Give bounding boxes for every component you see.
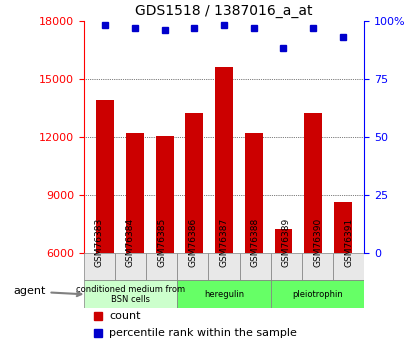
Text: conditioned medium from
BSN cells: conditioned medium from BSN cells [76, 285, 184, 304]
Bar [96, 100, 114, 253]
Text: percentile rank within the sample: percentile rank within the sample [109, 328, 296, 338]
Bar [333, 203, 351, 253]
Title: GDS1518 / 1387016_a_at: GDS1518 / 1387016_a_at [135, 4, 312, 18]
FancyBboxPatch shape [83, 253, 115, 280]
FancyBboxPatch shape [83, 280, 177, 308]
Text: GSM76391: GSM76391 [344, 217, 353, 267]
Bar [185, 114, 203, 253]
FancyBboxPatch shape [177, 253, 208, 280]
Bar [126, 133, 144, 253]
Text: GSM76389: GSM76389 [281, 217, 290, 267]
Text: count: count [109, 312, 140, 322]
FancyBboxPatch shape [177, 280, 270, 308]
Text: GSM76390: GSM76390 [312, 217, 321, 267]
Text: GSM76385: GSM76385 [157, 217, 166, 267]
FancyBboxPatch shape [115, 253, 146, 280]
Text: GSM76386: GSM76386 [188, 217, 197, 267]
Text: agent: agent [13, 286, 81, 296]
Text: GSM76387: GSM76387 [219, 217, 228, 267]
Bar [274, 229, 292, 253]
Text: pleiotrophin: pleiotrophin [292, 290, 342, 299]
Text: GSM76384: GSM76384 [126, 217, 135, 267]
FancyBboxPatch shape [208, 253, 239, 280]
Bar [244, 133, 262, 253]
FancyBboxPatch shape [333, 253, 364, 280]
Text: heregulin: heregulin [204, 290, 243, 299]
Bar [215, 67, 232, 253]
FancyBboxPatch shape [301, 253, 333, 280]
Bar [303, 114, 321, 253]
FancyBboxPatch shape [146, 253, 177, 280]
Text: GSM76383: GSM76383 [94, 217, 103, 267]
Bar [155, 136, 173, 253]
FancyBboxPatch shape [270, 253, 301, 280]
FancyBboxPatch shape [270, 280, 364, 308]
Text: GSM76388: GSM76388 [250, 217, 259, 267]
FancyBboxPatch shape [239, 253, 270, 280]
